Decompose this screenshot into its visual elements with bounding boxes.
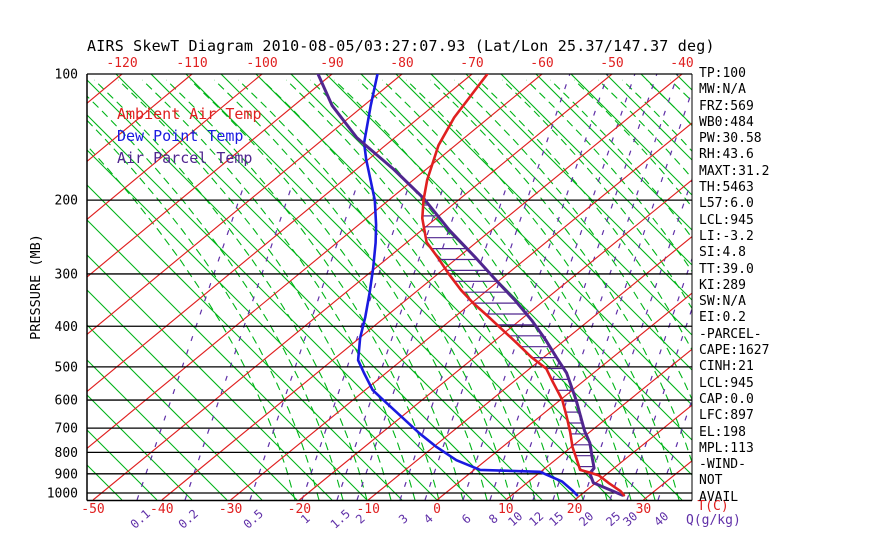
- stat-line: L57:6.0: [699, 196, 754, 212]
- stat-line: NOT: [699, 473, 723, 489]
- stat-line: EL:198: [699, 424, 746, 440]
- grid-isotherms: [87, 74, 692, 501]
- stat-line: LFC:897: [699, 408, 754, 424]
- mixing-ratio-tick-label: 3: [396, 511, 411, 526]
- stat-line: PW:30.58: [699, 131, 762, 147]
- legend-item-ambient: Ambient Air Temp: [117, 105, 262, 123]
- stat-line: SI:4.8: [699, 245, 746, 261]
- bottom-temp-tick-label: -10: [356, 502, 379, 517]
- top-temp-tick-label: -70: [460, 56, 483, 71]
- mixing-unit-label: Q(g/kg): [686, 513, 741, 528]
- mixing-ratio-tick-label: 0.5: [241, 507, 266, 532]
- top-temp-tick-label: -80: [390, 56, 413, 71]
- stat-line: TH:5463: [699, 180, 754, 196]
- pressure-tick-label: 700: [55, 422, 78, 437]
- stat-line: RH:43.6: [699, 147, 754, 163]
- pressure-axis-label: PRESSURE (MB): [28, 234, 44, 340]
- mixing-ratio-tick-label: 0.2: [176, 507, 201, 532]
- legend-item-dew: Dew Point Temp: [117, 127, 244, 145]
- bottom-temp-tick-label: -50: [81, 502, 104, 517]
- stat-line: MPL:113: [699, 440, 754, 456]
- bottom-temp-tick-label: -30: [219, 502, 242, 517]
- stat-line: MW:N/A: [699, 82, 746, 98]
- stat-line: WB0:484: [699, 114, 754, 130]
- cape-hatch: [422, 204, 594, 468]
- pressure-tick-label: 600: [55, 394, 78, 409]
- mixing-ratio-tick-label: 1.5: [328, 507, 353, 532]
- stat-line: TP:100: [699, 66, 746, 81]
- mixing-ratio-tick-label: 6: [459, 511, 474, 526]
- bottom-temp-tick-label: 20: [567, 502, 583, 517]
- top-temp-tick-label: -50: [600, 56, 623, 71]
- dew-point-curve: [356, 74, 579, 497]
- stat-line: AVAIL: [699, 489, 739, 505]
- bottom-temp-tick-label: 10: [498, 502, 514, 517]
- pressure-tick-label: 200: [55, 194, 78, 209]
- stat-line: -WIND-: [699, 457, 746, 473]
- parcel-temp-curve: [316, 74, 625, 497]
- pressure-tick-label: 1000: [47, 487, 78, 502]
- top-temp-tick-label: -90: [320, 56, 343, 71]
- stat-line: CINH:21: [699, 359, 754, 375]
- top-temp-tick-label: -110: [176, 56, 207, 71]
- chart-title: AIRS SkewT Diagram 2010-08-05/03:27:07.9…: [87, 37, 715, 55]
- mixing-ratio-tick-label: 40: [651, 509, 671, 529]
- top-temp-tick-label: -100: [246, 56, 277, 71]
- pressure-tick-label: 900: [55, 467, 78, 482]
- stat-line: LI:-3.2: [699, 228, 754, 244]
- pressure-tick-label: 800: [55, 446, 78, 461]
- mixing-ratio-tick-label: 12: [526, 509, 546, 529]
- bottom-temp-tick-label: -20: [288, 502, 311, 517]
- pressure-grid: [86, 73, 693, 502]
- top-temp-tick-label: -60: [530, 56, 553, 71]
- stat-line: FRZ:569: [699, 98, 754, 114]
- bottom-temp-tick-label: -40: [150, 502, 173, 517]
- stat-line: MAXT:31.2: [699, 163, 770, 179]
- stat-line: TT:39.0: [699, 261, 754, 277]
- stat-line: -PARCEL-: [699, 326, 762, 342]
- stat-line: SW:N/A: [699, 294, 746, 310]
- pressure-tick-label: 100: [55, 68, 78, 83]
- top-temp-tick-label: -120: [106, 56, 137, 71]
- bottom-temp-tick-label: 0: [433, 502, 441, 517]
- stat-line: EI:0.2: [699, 310, 746, 326]
- stat-line: LCL:945: [699, 212, 754, 228]
- pressure-tick-label: 300: [55, 267, 78, 282]
- stat-line: CAP:0.0: [699, 391, 754, 407]
- legend: Ambient Air Temp Dew Point Temp Air Parc…: [117, 103, 262, 169]
- ambient-temp-curve: [420, 74, 626, 497]
- temp-unit-label: T(C): [697, 499, 728, 514]
- pressure-tick-label: 500: [55, 360, 78, 375]
- stats-panel: TP:100 MW:N/A FRZ:569 WB0:484 PW:30.58 RH:43.…: [699, 66, 769, 506]
- stat-line: KI:289: [699, 277, 746, 293]
- top-temp-tick-label: -40: [670, 56, 693, 71]
- stat-line: LCL:945: [699, 375, 754, 391]
- bottom-temp-tick-label: 30: [636, 502, 652, 517]
- pressure-tick-label: 400: [55, 320, 78, 335]
- stat-line: CAPE:1627: [699, 343, 770, 359]
- grid-mixing-ratio: [136, 74, 692, 501]
- grid-dry-adiabats: [87, 74, 692, 501]
- legend-item-parcel: Air Parcel Temp: [117, 149, 253, 167]
- mixing-ratio-tick-label: 15: [546, 509, 566, 529]
